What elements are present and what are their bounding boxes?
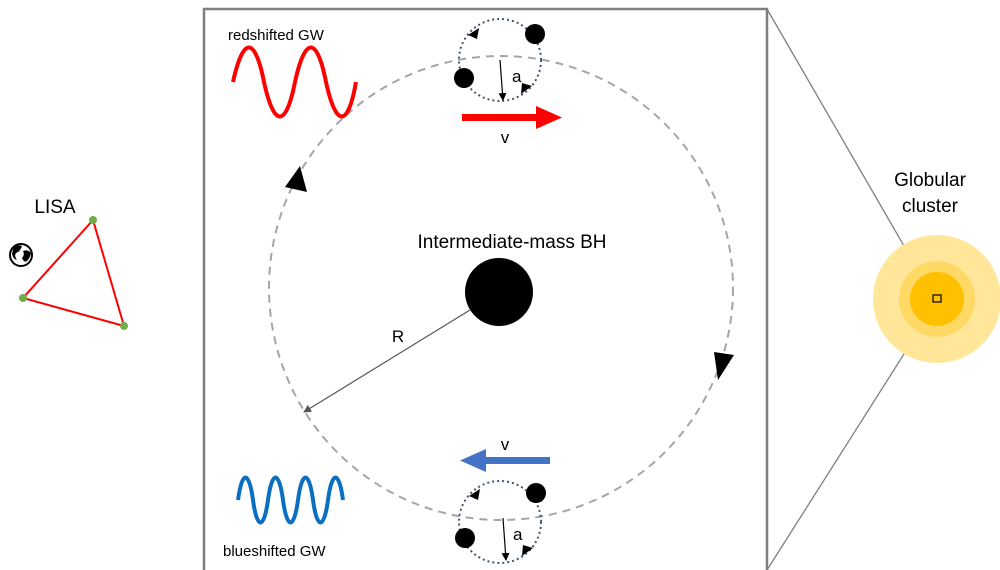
- radius-arrow: [303, 309, 471, 413]
- orbit-circle: [268, 55, 734, 521]
- cluster-label-line1: Globular: [894, 170, 966, 191]
- earth-globe-icon: [9, 243, 33, 267]
- velocity-label-bottom: v: [501, 435, 510, 454]
- binary-direction-arrow: [469, 489, 480, 500]
- redshifted-gw-label: redshifted GW: [228, 27, 325, 44]
- lisa-label: LISA: [34, 197, 76, 218]
- radius-label: R: [392, 327, 404, 346]
- globular-cluster: [873, 235, 1000, 363]
- blueshifted-wave: [236, 475, 345, 525]
- binary-bh: [455, 528, 475, 548]
- binary-separation-arrow: [498, 59, 507, 101]
- binary-bh: [525, 24, 545, 44]
- orbit-direction-arrow: [714, 352, 734, 380]
- lisa-spacecraft: [19, 294, 27, 302]
- binary-orbit-top: [458, 18, 542, 102]
- binary-orbit-bottom: [458, 480, 542, 564]
- lisa-triangle: [21, 217, 126, 328]
- velocity-label-top: v: [501, 128, 510, 147]
- binary-separation-label: a: [513, 525, 523, 544]
- central-bh-label: Intermediate-mass BH: [417, 232, 606, 253]
- zoom-panel: [202, 7, 769, 570]
- velocity-arrow-top: [462, 106, 562, 129]
- binary-direction-arrow: [468, 28, 479, 39]
- lisa-detector: LISA: [19, 197, 128, 330]
- velocity-arrow-bottom: [460, 449, 550, 472]
- binary-bh: [454, 68, 474, 88]
- binary-direction-arrow: [522, 545, 533, 556]
- cluster-core: [910, 272, 964, 326]
- binary-separation-arrow: [501, 517, 510, 561]
- central-black-hole: [465, 258, 533, 326]
- blueshifted-gw-label: blueshifted GW: [223, 543, 326, 560]
- orbit-direction-arrow: [285, 166, 307, 192]
- cluster-label-line2: cluster: [902, 196, 959, 217]
- lisa-spacecraft: [120, 322, 128, 330]
- binary-bottom: a: [455, 480, 546, 564]
- binary-top: a: [454, 18, 545, 102]
- redshifted-wave: [231, 45, 358, 119]
- binary-direction-arrow: [521, 83, 532, 94]
- lisa-spacecraft: [89, 216, 97, 224]
- cluster-zoom-box: [932, 294, 942, 303]
- binary-bh: [526, 483, 546, 503]
- binary-separation-label: a: [512, 67, 522, 86]
